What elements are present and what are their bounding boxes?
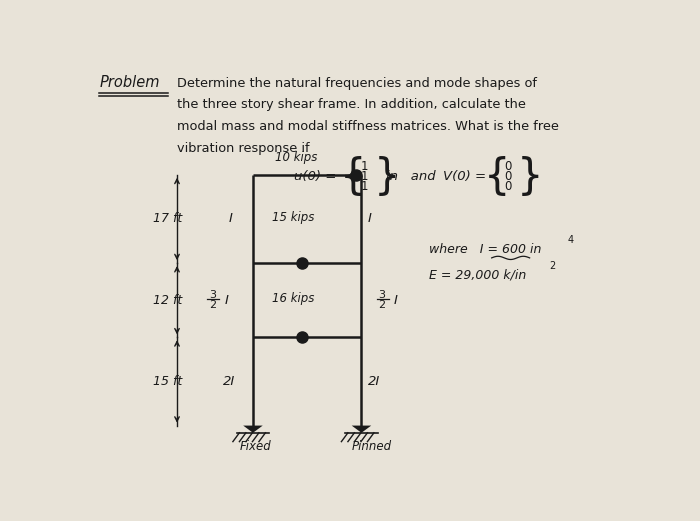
Text: I: I xyxy=(225,294,229,307)
Text: 4: 4 xyxy=(568,235,574,245)
Text: 17 ft: 17 ft xyxy=(153,213,182,226)
Text: Problem: Problem xyxy=(99,75,160,90)
Text: Pinned: Pinned xyxy=(351,440,392,453)
Text: where   I = 600 in: where I = 600 in xyxy=(429,243,542,256)
Text: 0: 0 xyxy=(504,170,512,183)
Text: 15 ft: 15 ft xyxy=(153,375,182,388)
Polygon shape xyxy=(243,426,262,433)
Text: 12 ft: 12 ft xyxy=(153,294,182,307)
Text: 2: 2 xyxy=(379,300,386,310)
Text: 1: 1 xyxy=(360,160,368,173)
Text: vibration response if: vibration response if xyxy=(177,142,309,155)
Text: 15 kips: 15 kips xyxy=(272,211,314,224)
Text: 2: 2 xyxy=(550,262,556,271)
Text: 10 kips: 10 kips xyxy=(274,151,317,164)
Text: }: } xyxy=(517,156,544,198)
Text: I: I xyxy=(394,294,398,307)
Text: 1: 1 xyxy=(360,180,368,193)
Text: modal mass and modal stiffness matrices. What is the free: modal mass and modal stiffness matrices.… xyxy=(177,120,559,133)
Text: I: I xyxy=(368,213,372,226)
Text: V(0) =: V(0) = xyxy=(443,170,486,183)
Text: Fixed: Fixed xyxy=(239,440,271,453)
Text: {: { xyxy=(340,156,366,198)
Text: I: I xyxy=(228,213,232,226)
Text: 2: 2 xyxy=(209,300,216,310)
Text: }: } xyxy=(373,156,400,198)
Text: 3: 3 xyxy=(379,290,386,301)
Text: E = 29,000 k/in: E = 29,000 k/in xyxy=(429,269,526,282)
Text: the three story shear frame. In addition, calculate the: the three story shear frame. In addition… xyxy=(177,98,526,111)
Polygon shape xyxy=(351,426,371,433)
Text: {: { xyxy=(484,156,510,198)
Text: 3: 3 xyxy=(209,290,216,301)
Text: 0: 0 xyxy=(504,160,512,173)
Text: u(0) =: u(0) = xyxy=(294,170,336,183)
Text: in   and: in and xyxy=(386,170,435,183)
Text: 16 kips: 16 kips xyxy=(272,292,314,305)
Text: 2I: 2I xyxy=(223,375,235,388)
Text: 2I: 2I xyxy=(368,375,380,388)
Text: 0: 0 xyxy=(504,180,512,193)
Text: 1: 1 xyxy=(360,170,368,183)
Text: Determine the natural frequencies and mode shapes of: Determine the natural frequencies and mo… xyxy=(177,77,537,90)
